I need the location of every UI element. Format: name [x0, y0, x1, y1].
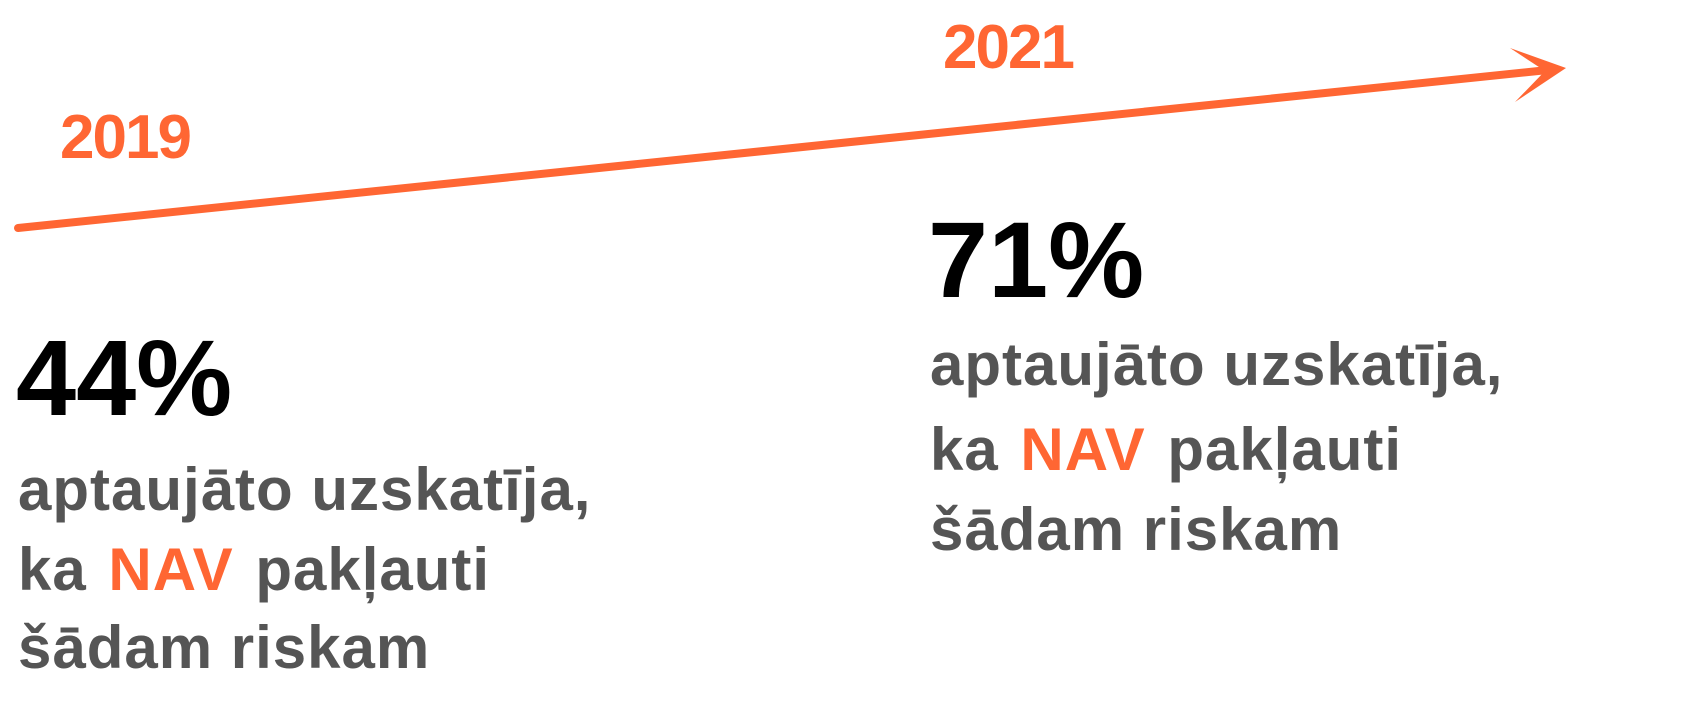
text-part: ka — [930, 416, 999, 483]
timeline-arrow-line — [14, 66, 1552, 232]
year-label: 2021 — [943, 13, 1073, 82]
stat-description: šādam riskam — [18, 614, 430, 681]
highlight: NAV — [108, 536, 233, 603]
stat-value: 71% — [928, 199, 1144, 320]
stat-description: šādam riskam — [930, 496, 1342, 563]
stat-description: ka NAV pakļauti — [930, 416, 1402, 483]
stat-value: 44% — [16, 317, 232, 438]
stat-description: aptaujāto uzskatīja, — [930, 331, 1503, 398]
timeline-arrow-head — [1510, 48, 1566, 102]
stat-description: ka NAV pakļauti — [18, 536, 490, 603]
text-part: pakļauti — [1167, 416, 1402, 483]
highlight: NAV — [1020, 416, 1145, 483]
stat-description: aptaujāto uzskatīja, — [18, 456, 591, 523]
text-part: pakļauti — [255, 536, 490, 603]
text-part: ka — [18, 536, 87, 603]
year-label: 2019 — [60, 103, 190, 172]
